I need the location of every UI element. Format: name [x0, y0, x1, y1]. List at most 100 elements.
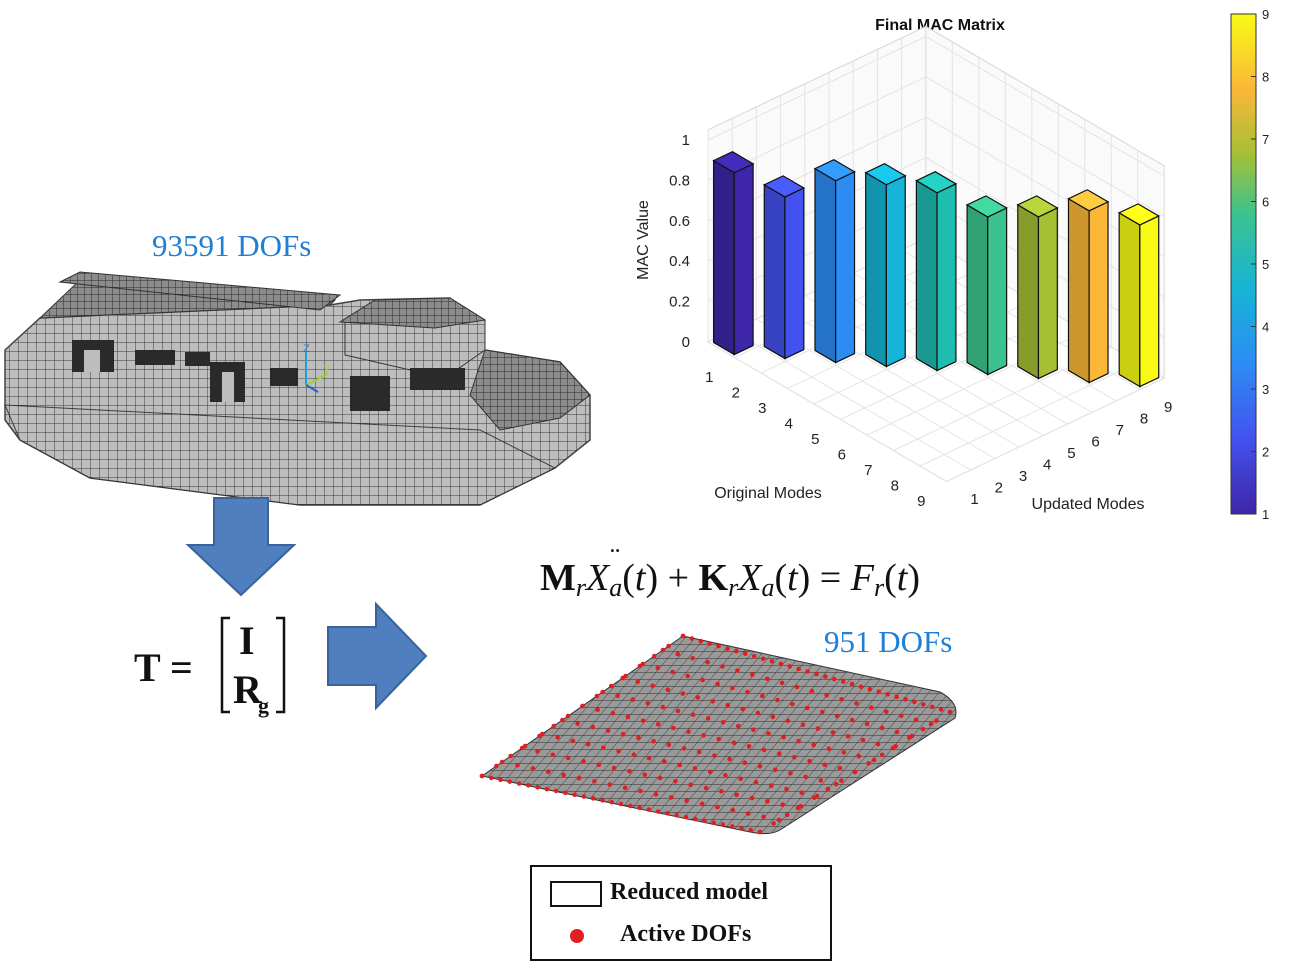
- mac-bar-face-top: [712, 150, 755, 174]
- active-dof-point: [674, 812, 679, 818]
- active-dof-point: [699, 801, 705, 807]
- active-dof-point: [832, 676, 837, 682]
- active-dof-point: [796, 738, 801, 744]
- x-tick-label: 3: [758, 400, 766, 417]
- x-tick-label: 7: [864, 462, 872, 479]
- z-axis-label: MAC Value: [635, 200, 652, 280]
- active-dof-point: [701, 733, 706, 738]
- active-dof-point: [646, 755, 652, 761]
- active-dof-point: [913, 717, 919, 723]
- active-dof-point: [879, 752, 885, 758]
- active-dof-point: [692, 766, 698, 771]
- active-dof-point: [715, 681, 720, 687]
- active-dof-point: [929, 704, 935, 710]
- active-dof-point: [814, 671, 819, 677]
- mac-bar-face-side: [987, 207, 1008, 376]
- active-dof-point: [702, 818, 707, 824]
- active-dof-point: [646, 807, 652, 812]
- active-dof-point: [690, 655, 695, 661]
- colorbar-tick-label: 3: [1262, 382, 1269, 397]
- mac-bar-face-top: [915, 171, 958, 194]
- active-dof-point: [730, 685, 735, 691]
- grid-line: [707, 35, 1165, 177]
- active-dof-point: [550, 752, 556, 757]
- x-tick-label: 8: [891, 477, 899, 494]
- mac-bar-7: [1016, 195, 1059, 380]
- active-dof-point: [885, 692, 890, 697]
- y-tick-label: 8: [1140, 410, 1148, 427]
- active-dof-point: [551, 723, 557, 729]
- active-dof-point: [535, 749, 540, 754]
- active-dof-point: [581, 759, 586, 764]
- active-dof-point: [820, 709, 825, 715]
- y-tick-label: 5: [1067, 445, 1075, 462]
- active-dof-point: [637, 663, 643, 669]
- active-dof-point: [651, 739, 656, 744]
- active-dof-point: [665, 687, 671, 692]
- equation-of-motion: MrXa(t) + KrXa(t) = Fr(t) ¨: [540, 542, 920, 602]
- active-dof-point: [871, 757, 877, 763]
- x-tick-label: 6: [838, 446, 846, 463]
- active-dof-point: [866, 761, 871, 766]
- axis-triad-z-label: Z: [303, 343, 310, 355]
- active-dof-point: [605, 728, 611, 733]
- active-dof-point: [760, 693, 765, 699]
- active-dof-point: [609, 799, 614, 805]
- active-dof-point: [778, 661, 784, 667]
- active-dof-point: [698, 638, 704, 644]
- active-dof-point: [760, 656, 766, 662]
- active-dof-point: [565, 755, 571, 761]
- active-dof-point: [489, 775, 494, 781]
- active-dof-point: [894, 694, 899, 700]
- x-tick-label: 2: [732, 384, 740, 401]
- active-dof-point: [675, 708, 681, 714]
- active-dof-point: [601, 745, 606, 751]
- active-dof-point: [818, 778, 824, 783]
- double-dot-accent: ¨: [610, 542, 620, 575]
- z-tick-label: 1: [682, 132, 690, 149]
- active-dof-point: [600, 798, 605, 803]
- active-dof-point: [628, 803, 633, 809]
- mac-bar-face-front: [1118, 211, 1141, 388]
- active-dof-point: [555, 735, 560, 740]
- z-tick-label: 0.4: [669, 253, 690, 270]
- active-dof-point: [581, 794, 587, 799]
- full-model-dof-label: 93591 DOFs: [152, 228, 312, 263]
- colorbar: 1 2 3 4 5 6 7 8 9: [1230, 7, 1269, 522]
- active-dof-point: [720, 664, 725, 669]
- x-tick-label: 5: [811, 431, 819, 448]
- mac-bar-face-side: [1088, 200, 1109, 384]
- active-dof-point: [575, 721, 580, 726]
- active-dof-point: [735, 668, 740, 673]
- active-dof-point: [784, 812, 790, 818]
- mac-bar-face-side: [1037, 207, 1058, 380]
- colorbar-tick-label: 9: [1262, 7, 1269, 22]
- active-dof-point: [776, 817, 782, 823]
- active-dof-point: [734, 792, 739, 797]
- active-dof-point: [499, 759, 505, 765]
- active-dof-point: [723, 773, 728, 778]
- active-dof-point: [572, 792, 577, 797]
- active-dof-point: [680, 633, 686, 639]
- y-tick-label: 7: [1116, 422, 1124, 439]
- grid-line: [731, 330, 971, 471]
- mac-bar-6: [965, 195, 1008, 376]
- active-dof-point: [653, 791, 659, 797]
- active-dof-point: [594, 693, 600, 699]
- active-dof-point: [537, 733, 542, 739]
- active-dof-point: [742, 760, 748, 765]
- active-dof-point: [576, 775, 582, 781]
- active-dof-point: [595, 707, 600, 712]
- active-dof-point: [860, 737, 866, 743]
- active-dof-point: [650, 683, 655, 689]
- active-dof-point: [618, 801, 624, 807]
- legend-label-reduced-model: Reduced model: [610, 879, 768, 905]
- active-dof-point: [751, 654, 757, 659]
- active-dof-point: [798, 804, 803, 809]
- active-dof-point: [799, 790, 804, 795]
- active-dof-point: [785, 718, 791, 724]
- active-dof-point: [546, 769, 551, 774]
- y-tick-label: 6: [1091, 433, 1099, 450]
- active-dof-point: [805, 669, 810, 674]
